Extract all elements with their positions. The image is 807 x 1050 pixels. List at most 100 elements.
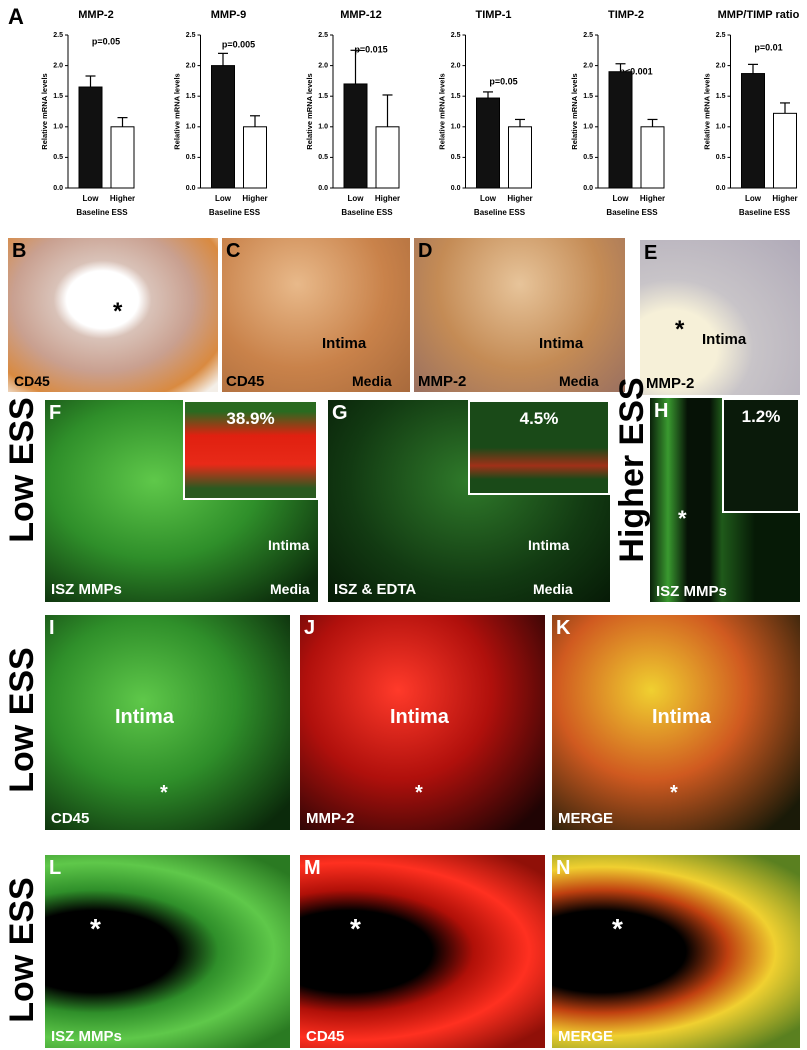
x-axis-label: Baseline ESS — [739, 208, 791, 217]
y-tick-label: 1.5 — [583, 93, 593, 100]
x-tick-label: Low — [83, 194, 100, 203]
y-tick-label: 0.0 — [583, 185, 593, 192]
panel-label: MERGE — [558, 1028, 614, 1045]
micrograph-panel: K Intima * MERGE — [552, 615, 800, 830]
bar — [640, 126, 665, 189]
panel-label: Intima — [115, 706, 174, 728]
x-tick-label: Higher — [242, 194, 267, 203]
panel-letter: G — [332, 402, 348, 424]
micrograph-panel: I Intima * CD45 — [45, 615, 290, 830]
bar — [110, 126, 135, 189]
y-tick-label: 1.0 — [186, 124, 196, 131]
x-axis-label: Baseline ESS — [209, 208, 261, 217]
micrograph-panel: N * MERGE — [552, 855, 800, 1048]
panel-label: MMP-2 — [418, 373, 467, 390]
y-tick-label: 1.5 — [186, 93, 196, 100]
x-tick-label: Low — [480, 194, 497, 203]
p-value: p=0.015 — [354, 44, 387, 54]
y-tick-label: 1.0 — [318, 124, 328, 131]
panel-label: ISZ MMPs — [51, 1028, 122, 1045]
micrograph-panel: 38.9% F Intima ISZ MMPs Media — [45, 400, 318, 602]
panel-letter: J — [304, 617, 316, 639]
chart-title: MMP-9 — [211, 9, 246, 21]
y-tick-label: 0.5 — [318, 154, 328, 161]
panel-letter: B — [12, 240, 27, 262]
inset: 4.5% — [468, 400, 610, 495]
panel-label: CD45 — [226, 373, 265, 390]
chart-title: MMP-2 — [78, 9, 113, 21]
row-label: Low ESS — [3, 647, 41, 793]
panel-letter: C — [226, 240, 241, 262]
panel-label: ISZ & EDTA — [334, 581, 417, 598]
panel-label: MERGE — [558, 810, 614, 827]
panel-label: Media — [270, 581, 310, 597]
y-tick-label: 2.0 — [583, 62, 593, 69]
bar — [476, 97, 500, 189]
bar — [375, 126, 400, 189]
y-tick-label: 1.5 — [451, 93, 461, 100]
panel-letter: K — [556, 617, 571, 639]
bar — [343, 83, 368, 189]
y-axis-label: Relative mRNA levels — [172, 73, 181, 149]
x-tick-label: Low — [348, 194, 365, 203]
y-tick-label: 1.0 — [451, 124, 461, 131]
panel-label: Intima — [268, 537, 310, 553]
chart-title: MMP-12 — [340, 9, 382, 21]
panel-label: Intima — [539, 335, 584, 352]
x-tick-label: Low — [613, 194, 630, 203]
panel-letter: N — [556, 857, 571, 879]
inset-percentage: 4.5% — [519, 409, 559, 428]
panel-label: CD45 — [14, 373, 50, 389]
x-tick-label: Higher — [507, 194, 532, 203]
p-value: p=0.05 — [489, 76, 517, 86]
y-tick-label: 2.5 — [583, 32, 593, 39]
y-tick-label: 1.5 — [716, 93, 726, 100]
y-tick-label: 0.5 — [716, 154, 726, 161]
panel-letter: L — [49, 857, 62, 879]
panel-label: Media — [559, 373, 599, 389]
chart-title: MMP/TIMP ratio — [718, 9, 800, 21]
micrograph-panel: C Intima CD45 Media — [222, 238, 410, 392]
chart-title: TIMP-1 — [475, 9, 511, 21]
micrograph-panel: B * CD45 — [8, 238, 218, 392]
y-tick-label: 2.5 — [53, 32, 63, 39]
inset: 38.9% — [183, 400, 318, 500]
y-tick-label: 0.0 — [451, 185, 461, 192]
panel-label: Intima — [390, 706, 449, 728]
bar — [773, 112, 797, 189]
p-value: p=0.05 — [92, 36, 120, 46]
y-tick-label: 0.0 — [716, 185, 726, 192]
row-label: Higher ESS — [613, 377, 651, 563]
p-value: p<0.001 — [619, 66, 652, 76]
panel-label: Intima — [322, 335, 367, 352]
x-tick-label: Higher — [375, 194, 400, 203]
y-tick-label: 0.5 — [583, 154, 593, 161]
y-axis-label: Relative mRNA levels — [570, 73, 579, 149]
panel-label: * — [612, 913, 623, 944]
x-axis-label: Baseline ESS — [341, 208, 393, 217]
y-tick-label: 1.5 — [53, 93, 63, 100]
bar — [741, 73, 765, 189]
y-tick-label: 2.5 — [186, 32, 196, 39]
x-tick-label: Higher — [772, 194, 797, 203]
micrograph-panel: L * ISZ MMPs — [45, 855, 290, 1048]
figure-label: A — [8, 4, 24, 29]
y-tick-label: 0.5 — [186, 154, 196, 161]
row-label: Low ESS — [3, 877, 41, 1023]
x-tick-label: Higher — [110, 194, 135, 203]
p-value: p=0.005 — [222, 39, 255, 49]
y-axis-label: Relative mRNA levels — [702, 73, 711, 149]
y-tick-label: 1.0 — [583, 124, 593, 131]
panel-label: Media — [352, 373, 392, 389]
panel-label: Intima — [652, 706, 711, 728]
micrograph-panel: M * CD45 — [300, 855, 545, 1048]
micrograph-panel: E * Intima MMP-2 — [640, 240, 800, 395]
panel-label: * — [113, 298, 123, 325]
panel-label: * — [670, 782, 678, 804]
y-tick-label: 2.0 — [186, 62, 196, 69]
panel-letter: M — [304, 857, 321, 879]
panel-label: ISZ MMPs — [656, 583, 727, 600]
panel-label: Intima — [702, 331, 747, 348]
panel-label: * — [415, 782, 423, 804]
